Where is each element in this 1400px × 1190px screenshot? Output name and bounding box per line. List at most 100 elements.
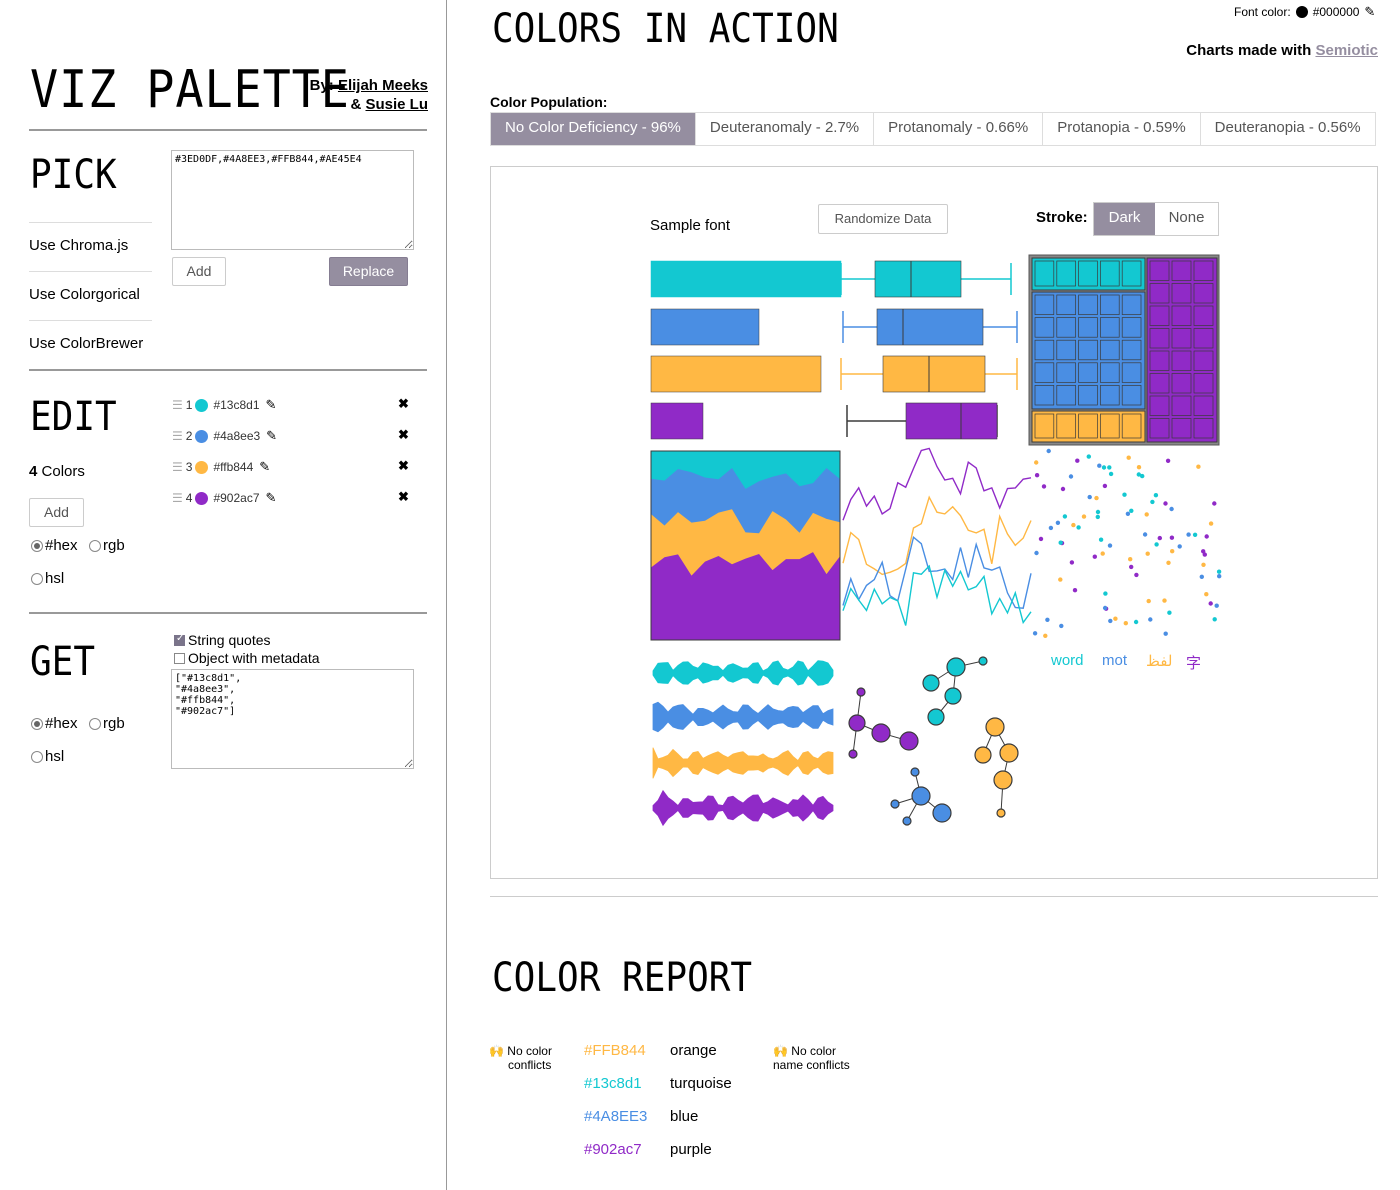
edit-add-button[interactable]: Add	[29, 498, 84, 527]
network-node	[999, 743, 1019, 763]
font-color-swatch[interactable]	[1295, 6, 1308, 18]
semiotic-link[interactable]: Semiotic	[1315, 42, 1378, 59]
pick-add-button[interactable]: Add	[172, 257, 226, 286]
divider	[29, 369, 427, 371]
stroke-label: Stroke:	[1036, 209, 1088, 226]
stroke-dark-button[interactable]: Dark	[1094, 203, 1155, 235]
color-list-item[interactable]: ☰ 4 #902ac7 ✎	[172, 490, 276, 506]
get-format-hex[interactable]: #hex	[31, 715, 78, 732]
color-list-item[interactable]: ☰ 2 #4a8ee3 ✎	[172, 428, 277, 444]
drag-handle-icon[interactable]: ☰	[172, 491, 183, 505]
bar	[650, 308, 760, 346]
object-metadata-option[interactable]: Object with metadata	[174, 650, 320, 666]
palette-output[interactable]	[171, 669, 414, 769]
get-format-hsl[interactable]: hsl	[31, 748, 64, 765]
color-count-label: Colors	[41, 463, 85, 480]
remove-color-icon[interactable]: ✖	[398, 396, 409, 411]
tab-protanomaly[interactable]: Protanomaly - 0.66%	[874, 113, 1044, 145]
tab-no-deficiency[interactable]: No Color Deficiency - 96%	[491, 113, 696, 145]
radio-icon[interactable]	[89, 539, 101, 552]
radio-icon[interactable]	[31, 539, 43, 552]
scatter-point	[1102, 483, 1108, 489]
color-list-item[interactable]: ☰ 1 #13c8d1 ✎	[172, 397, 276, 413]
treemap-cell	[1056, 385, 1076, 406]
scatter-point	[1034, 460, 1039, 465]
edit-format-hex[interactable]: #hex	[31, 537, 78, 554]
author-link-elijah[interactable]: Elijah Meeks	[337, 77, 428, 94]
byline: By: Elijah Meeks & Susie Lu	[308, 76, 428, 114]
format-hsl-label: hsl	[45, 570, 65, 587]
word-sample: 字	[1186, 655, 1202, 672]
string-quotes-option[interactable]: String quotes	[174, 632, 271, 648]
stroke-none-button[interactable]: None	[1168, 209, 1205, 226]
color-swatch[interactable]	[195, 460, 209, 474]
treemap-cell	[1193, 350, 1214, 371]
tab-deuteranopia[interactable]: Deuteranopia - 0.56%	[1214, 119, 1361, 136]
tab-deuteranomaly[interactable]: Deuteranomaly - 2.7%	[696, 113, 875, 145]
divider	[29, 271, 152, 272]
checkbox-icon[interactable]	[174, 652, 185, 664]
network-node	[902, 816, 912, 826]
replace-button[interactable]: Replace	[329, 257, 408, 286]
scatter-point	[1129, 564, 1134, 570]
edit-format-rgb[interactable]: rgb	[89, 537, 125, 554]
treemap-cell	[1193, 283, 1214, 304]
scatter-point	[1169, 506, 1174, 512]
radio-icon[interactable]	[31, 717, 43, 730]
drag-handle-icon[interactable]: ☰	[172, 429, 183, 443]
pick-palette-input[interactable]	[171, 150, 414, 250]
network-node	[996, 808, 1006, 818]
word-sample: mot	[1102, 652, 1128, 669]
format-rgb-label: rgb	[103, 715, 125, 732]
scatter-point	[1154, 542, 1159, 547]
scatter-point	[1201, 562, 1206, 567]
edit-format-hsl[interactable]: hsl	[31, 570, 64, 587]
scatter-point	[1087, 494, 1092, 500]
scatter-point	[1122, 492, 1127, 497]
chart-panel	[490, 166, 1378, 879]
use-colorbrewer-link[interactable]: Use ColorBrewer	[29, 335, 144, 352]
font-color-label: Font color:	[1234, 5, 1291, 19]
pencil-icon[interactable]: ✎	[1364, 4, 1376, 19]
radio-icon[interactable]	[31, 750, 43, 763]
checkbox-icon[interactable]	[174, 633, 185, 646]
scatter-point	[1103, 591, 1108, 596]
color-swatch[interactable]	[195, 491, 209, 505]
pencil-icon[interactable]: ✎	[265, 397, 277, 412]
scatter-point	[1032, 631, 1038, 636]
get-format-rgb[interactable]: rgb	[89, 715, 125, 732]
author-link-susie[interactable]: Susie Lu	[365, 96, 428, 113]
color-swatch[interactable]	[195, 429, 209, 443]
use-chromajs-link[interactable]: Use Chroma.js	[29, 237, 129, 254]
radio-icon[interactable]	[31, 572, 43, 585]
network-node	[890, 799, 900, 809]
line-series	[842, 564, 1032, 626]
remove-color-icon[interactable]: ✖	[398, 427, 409, 442]
radio-icon[interactable]	[89, 717, 101, 730]
color-hex: #13c8d1	[213, 398, 260, 412]
randomize-data-button[interactable]: Randomize Data	[818, 204, 948, 234]
treemap-cell	[1056, 362, 1076, 383]
use-colorgorical-link[interactable]: Use Colorgorical	[29, 286, 140, 303]
tab-protanopia[interactable]: Protanopia - 0.59%	[1043, 113, 1201, 145]
treemap-cell	[1121, 385, 1142, 406]
pencil-icon[interactable]: ✎	[259, 459, 271, 474]
remove-color-icon[interactable]: ✖	[398, 458, 409, 473]
scatter-point	[1100, 551, 1105, 556]
treemap-cell	[1193, 328, 1214, 349]
word-sample: word	[1051, 652, 1084, 669]
treemap-cell	[1121, 294, 1142, 315]
remove-color-icon[interactable]: ✖	[398, 489, 409, 504]
report-name: orange	[670, 1042, 717, 1059]
color-swatch[interactable]	[195, 398, 209, 412]
drag-handle-icon[interactable]: ☰	[172, 398, 183, 412]
scatter-point	[1058, 540, 1063, 545]
color-list-item[interactable]: ☰ 3 #ffb844 ✎	[172, 459, 270, 475]
drag-handle-icon[interactable]: ☰	[172, 460, 183, 474]
pencil-icon[interactable]: ✎	[265, 490, 277, 505]
pencil-icon[interactable]: ✎	[266, 428, 278, 443]
word-sample-list: word mot لفظ 字	[1051, 652, 1201, 673]
network-node	[932, 803, 952, 823]
treemap-cell	[1121, 339, 1142, 361]
font-color-control[interactable]: Font color: #000000 ✎	[1234, 4, 1375, 20]
